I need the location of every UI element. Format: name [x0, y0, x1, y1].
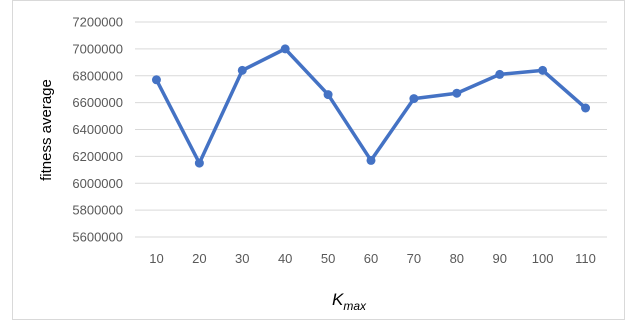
- y-axis-title: fitness average: [38, 79, 55, 181]
- x-tick-label: 90: [492, 251, 506, 266]
- x-tick-label: 70: [407, 251, 421, 266]
- x-tick-label: 80: [450, 251, 464, 266]
- x-tick-labels: 10 20 30 40 50 60 70 80 90 100 110: [149, 251, 596, 266]
- data-point: [538, 65, 548, 75]
- y-tick-label: 6600000: [72, 95, 123, 110]
- y-tick-labels: 7200000 7000000 6800000 6600000 6400000 62000…: [72, 15, 123, 245]
- data-point: [495, 69, 505, 79]
- x-axis-title-subscript: max: [343, 299, 367, 313]
- y-tick-label: 6800000: [72, 68, 123, 83]
- data-point: [581, 103, 591, 113]
- x-tick-label: 40: [278, 251, 292, 266]
- x-axis-title-main: K: [332, 290, 344, 309]
- y-tick-label: 7200000: [72, 15, 123, 30]
- y-tick-label: 7000000: [72, 41, 123, 56]
- data-point: [237, 65, 247, 75]
- series-line: [154, 47, 587, 165]
- x-tick-label: 60: [364, 251, 378, 266]
- data-point: [194, 158, 204, 168]
- x-tick-label: 110: [575, 251, 596, 266]
- data-point: [323, 90, 333, 100]
- y-tick-label: 6000000: [72, 176, 123, 191]
- x-tick-label: 100: [532, 251, 554, 266]
- chart-frame: [12, 0, 625, 320]
- x-tick-label: 10: [149, 251, 163, 266]
- y-tick-label: 5600000: [72, 230, 123, 245]
- data-point: [151, 75, 161, 85]
- x-axis-title: Kmax: [332, 290, 367, 313]
- x-tick-label: 50: [321, 251, 335, 266]
- data-point: [280, 44, 290, 54]
- y-tick-label: 6200000: [72, 149, 123, 164]
- grid-lines: [135, 21, 607, 238]
- x-tick-label: 30: [235, 251, 249, 266]
- y-tick-label: 5800000: [72, 203, 123, 218]
- series-layer: [151, 44, 591, 168]
- x-tick-label: 20: [192, 251, 206, 266]
- data-point: [366, 155, 376, 165]
- data-point: [409, 94, 419, 104]
- y-tick-label: 6400000: [72, 122, 123, 137]
- data-point: [452, 88, 462, 98]
